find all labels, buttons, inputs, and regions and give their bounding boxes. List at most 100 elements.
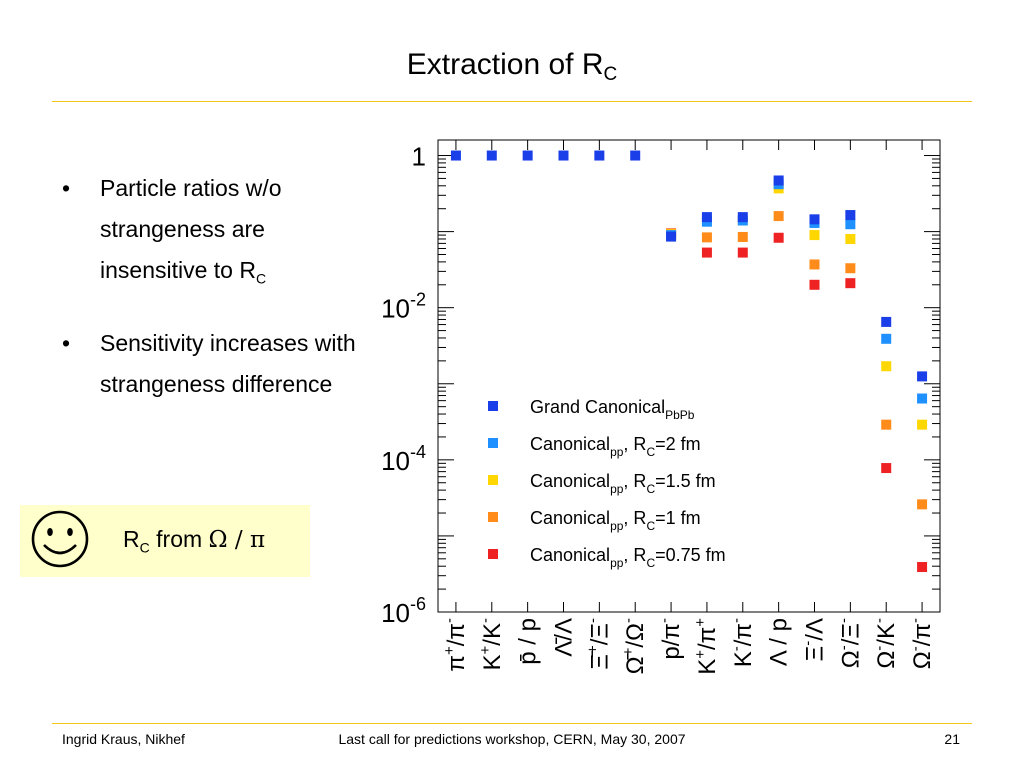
y-tick-label: 10-6 bbox=[381, 594, 426, 628]
legend-marker bbox=[488, 401, 498, 411]
data-point bbox=[881, 361, 892, 372]
rc-subscript: C bbox=[139, 539, 150, 556]
footer-author: Ingrid Kraus, Nikhef bbox=[62, 731, 185, 747]
x-category-label: Ω-/Ξ- bbox=[835, 618, 864, 668]
data-point bbox=[450, 150, 461, 161]
rc-caption: RC from Ω / π bbox=[123, 526, 265, 556]
data-point bbox=[917, 419, 928, 430]
data-point bbox=[773, 232, 784, 243]
x-category-label: K-/π- bbox=[728, 618, 757, 667]
data-point bbox=[917, 499, 928, 510]
bullet-dot-icon: • bbox=[62, 329, 71, 356]
legend-label: Grand CanonicalPbPb bbox=[530, 397, 695, 422]
svg-text:Ω̄+/Ω-: Ω̄+/Ω- bbox=[620, 618, 649, 674]
data-point bbox=[773, 175, 784, 186]
data-point bbox=[845, 233, 856, 244]
x-category-label: Λ̄/Λ bbox=[551, 618, 578, 657]
legend-marker bbox=[488, 549, 498, 559]
legend-marker bbox=[488, 512, 498, 522]
svg-text:Λ / p: Λ / p bbox=[766, 618, 793, 666]
bullet-dot-icon: • bbox=[62, 175, 71, 201]
data-point bbox=[737, 247, 748, 258]
x-category-label: Ω-/K- bbox=[871, 618, 900, 669]
bullet-subscript: C bbox=[255, 270, 267, 287]
svg-text:K-/π-: K-/π- bbox=[728, 618, 757, 667]
x-category-label: K+/K- bbox=[477, 618, 506, 670]
title-text: Extraction of R bbox=[406, 48, 604, 81]
data-point bbox=[881, 419, 892, 430]
data-point bbox=[845, 210, 856, 221]
x-category-label: K+/π+ bbox=[692, 618, 721, 675]
data-point bbox=[917, 562, 928, 573]
footer-event: Last call for predictions workshop, CERN… bbox=[338, 731, 686, 747]
data-point bbox=[809, 259, 820, 270]
data-point bbox=[845, 263, 856, 274]
svg-text:Ξ̄+/Ξ-: Ξ̄+/Ξ- bbox=[584, 618, 613, 670]
title-subscript: C bbox=[603, 64, 618, 85]
data-point bbox=[881, 316, 892, 327]
legend-label: Canonicalpp, RC=1 fm bbox=[530, 508, 701, 533]
data-point bbox=[701, 232, 712, 243]
data-point bbox=[522, 150, 533, 161]
svg-text:K+/K-: K+/K- bbox=[477, 618, 506, 670]
bullet-list: • Particle ratios w/o strangeness are in… bbox=[62, 168, 372, 436]
rc-letter: R bbox=[123, 526, 140, 552]
svg-text:p̄ / p: p̄ / p bbox=[515, 618, 542, 665]
legend-label: Canonicalpp, RC=2 fm bbox=[530, 434, 701, 459]
bullet-text: Sensitivity increases with strangeness d… bbox=[100, 329, 356, 397]
data-point bbox=[809, 230, 820, 241]
data-point bbox=[881, 333, 892, 344]
plot-frame bbox=[437, 139, 941, 613]
x-category-label: Ω̄+/Ω- bbox=[620, 618, 649, 674]
data-point bbox=[701, 247, 712, 258]
svg-text:π+/π-: π+/π- bbox=[441, 618, 470, 672]
svg-text:K+/π+: K+/π+ bbox=[692, 618, 721, 675]
data-point bbox=[809, 214, 820, 225]
data-point bbox=[737, 231, 748, 242]
svg-text:Ω-/K-: Ω-/K- bbox=[871, 618, 900, 669]
data-point bbox=[809, 279, 820, 290]
x-category-label: Ω-/π- bbox=[907, 618, 936, 669]
bullet-item: • Particle ratios w/o strangeness are in… bbox=[62, 168, 372, 300]
data-point bbox=[630, 150, 641, 161]
rc-highlight-box: RC from Ω / π bbox=[20, 505, 310, 577]
svg-text:p/π-: p/π- bbox=[656, 618, 685, 660]
svg-text:Ω-/Ξ-: Ω-/Ξ- bbox=[835, 618, 864, 668]
x-category-label: p̄ / p bbox=[515, 618, 542, 665]
y-tick-label: 10-4 bbox=[381, 442, 426, 476]
data-point bbox=[917, 371, 928, 382]
data-point bbox=[666, 231, 677, 242]
data-point bbox=[558, 150, 569, 161]
footer-divider bbox=[52, 723, 972, 724]
bullet-item: • Sensitivity increases with strangeness… bbox=[62, 323, 372, 414]
x-category-label: π+/π- bbox=[441, 618, 470, 672]
footer-page-number: 21 bbox=[944, 731, 960, 747]
data-point bbox=[594, 150, 605, 161]
rc-ratio: Ω / π bbox=[208, 527, 266, 553]
slide-title: Extraction of RC bbox=[0, 48, 1024, 86]
data-point bbox=[845, 219, 856, 230]
title-divider bbox=[52, 101, 972, 102]
legend-label: Canonicalpp, RC=1.5 fm bbox=[530, 471, 716, 496]
data-point bbox=[773, 211, 784, 222]
bullet-text: Particle ratios w/o strangeness are inse… bbox=[100, 175, 282, 283]
data-point bbox=[486, 150, 497, 161]
legend-label: Canonicalpp, RC=0.75 fm bbox=[530, 545, 726, 570]
data-point bbox=[917, 393, 928, 404]
x-category-label: Ξ̄+/Ξ- bbox=[584, 618, 613, 670]
data-point bbox=[845, 278, 856, 289]
data-point bbox=[737, 212, 748, 223]
rc-from-text: from bbox=[149, 526, 209, 552]
legend-marker bbox=[488, 475, 498, 485]
x-category-label: p/π- bbox=[656, 618, 685, 660]
smiley-face-icon bbox=[31, 510, 89, 568]
svg-text:Λ̄/Λ: Λ̄/Λ bbox=[551, 618, 578, 657]
y-tick-label: 10-2 bbox=[381, 290, 426, 324]
particle-ratio-chart: 110-210-410-6π+/π-K+/K-p̄ / p Λ̄/ΛΞ̄+/Ξ-Ω… bbox=[381, 139, 941, 675]
svg-text:Ξ-/Λ: Ξ-/Λ bbox=[800, 618, 829, 661]
x-category-label: Ξ-/Λ bbox=[800, 618, 829, 661]
x-category-label: Λ / p bbox=[766, 618, 793, 666]
legend-marker bbox=[488, 438, 498, 448]
data-point bbox=[701, 212, 712, 223]
svg-text:Ω-/π-: Ω-/π- bbox=[907, 618, 936, 669]
